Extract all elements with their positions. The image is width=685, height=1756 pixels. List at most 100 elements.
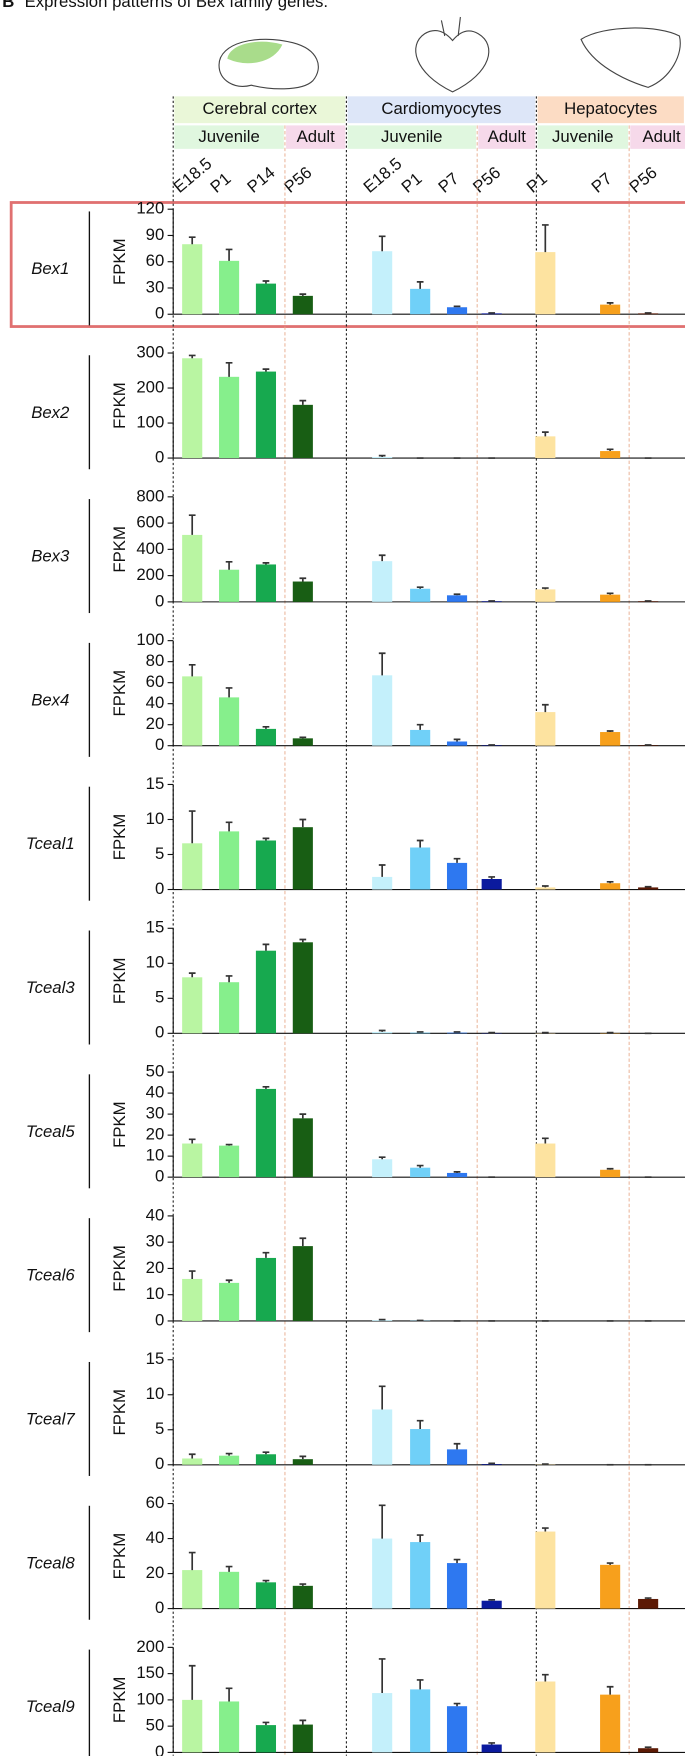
- stage-label: Juvenile: [198, 127, 259, 146]
- timepoint-label: E18.5: [360, 154, 406, 197]
- error-bar: [225, 1143, 233, 1146]
- y-axis-label: FPKM: [110, 670, 129, 717]
- error-bar: [299, 1113, 307, 1119]
- error-bar: [416, 1534, 424, 1543]
- gene-name: Bex4: [31, 690, 69, 709]
- error-bar: [378, 652, 386, 676]
- y-tick-label: 10: [146, 1384, 165, 1403]
- error-bar: [188, 1270, 196, 1279]
- bar: [372, 1538, 393, 1609]
- y-tick-label: 0: [155, 879, 164, 898]
- timepoint-label: P14: [244, 163, 279, 197]
- error-bar: [225, 560, 233, 570]
- error-bar: [488, 1599, 496, 1601]
- error-bar: [378, 1029, 386, 1032]
- y-tick-label: 120: [136, 199, 164, 218]
- error-bar: [225, 687, 233, 698]
- y-tick-label: 150: [136, 1663, 164, 1682]
- bar: [481, 1464, 502, 1465]
- bar: [638, 313, 659, 315]
- bar: [255, 1454, 277, 1465]
- bar: [182, 676, 203, 746]
- error-bar: [541, 587, 549, 590]
- error-bar: [606, 302, 614, 305]
- bar: [292, 1459, 313, 1465]
- bar: [182, 244, 203, 315]
- error-bar: [606, 880, 614, 884]
- bar: [372, 1320, 393, 1321]
- error-bar: [299, 399, 307, 405]
- error-bar: [262, 1085, 270, 1089]
- error-bar: [378, 554, 386, 562]
- bar: [372, 1693, 393, 1753]
- error-bar: [416, 586, 424, 589]
- error-bar: [644, 1597, 652, 1599]
- stage-label: Juvenile: [381, 127, 442, 146]
- bar: [410, 1167, 431, 1178]
- bar: [638, 1598, 659, 1609]
- error-bar: [262, 368, 270, 372]
- timepoint-label: P7: [588, 169, 616, 197]
- error-bar: [606, 730, 614, 733]
- tissue-box: [537, 96, 684, 124]
- error-bar: [378, 1156, 386, 1160]
- bar: [446, 1706, 468, 1753]
- error-bar: [262, 725, 270, 729]
- error-bar: [541, 1137, 549, 1144]
- bar: [292, 404, 313, 459]
- bar: [255, 283, 277, 315]
- y-tick-label: 30: [146, 1232, 165, 1251]
- error-bar: [188, 663, 196, 677]
- error-bar: [606, 1167, 614, 1170]
- y-tick-label: 10: [146, 1146, 165, 1165]
- brain-icon: [218, 38, 319, 90]
- panel: Bex4 FPKM 0 20 40 60 80 100: [31, 630, 685, 757]
- bar: [219, 376, 240, 459]
- bar: [219, 697, 240, 746]
- error-bar: [188, 1664, 196, 1700]
- bar: [219, 260, 240, 315]
- error-bar: [188, 1551, 196, 1571]
- bar: [410, 1542, 431, 1609]
- bar: [446, 1172, 468, 1178]
- bar: [446, 307, 468, 315]
- y-tick-label: 90: [146, 225, 165, 244]
- error-bar: [225, 1452, 233, 1456]
- error-bar: [378, 454, 386, 458]
- gene-name: Tceal5: [26, 1122, 75, 1141]
- bar: [182, 843, 203, 890]
- y-tick-label: 0: [155, 447, 164, 466]
- error-bar: [453, 1702, 461, 1707]
- bar: [182, 1278, 203, 1321]
- bar: [535, 1681, 556, 1753]
- bar: [535, 1143, 556, 1178]
- tissue-label: Hepatocytes: [564, 99, 657, 118]
- gene-name: Bex1: [31, 259, 69, 278]
- y-axis-label: FPKM: [110, 238, 129, 285]
- bar: [481, 313, 502, 315]
- error-bar: [225, 1279, 233, 1283]
- error-bar: [225, 821, 233, 832]
- bar: [535, 887, 556, 890]
- panel: Tceal5 FPKM 0 10 20 30 40 50: [26, 1062, 685, 1189]
- error-bar: [378, 1504, 386, 1539]
- y-tick-label: 0: [155, 304, 164, 323]
- bar: [446, 595, 468, 602]
- y-axis-label: FPKM: [110, 814, 129, 861]
- figure-label: B: [2, 0, 14, 11]
- error-bar: [225, 248, 233, 261]
- bar: [638, 1748, 659, 1753]
- error-bar: [188, 354, 196, 359]
- error-bar: [262, 943, 270, 951]
- bar: [219, 1701, 240, 1753]
- bar: [372, 561, 393, 602]
- bar: [410, 588, 431, 602]
- bar: [292, 738, 313, 746]
- y-tick-label: 40: [146, 1205, 165, 1224]
- y-tick-label: 15: [146, 774, 165, 793]
- bar: [219, 1571, 240, 1609]
- y-tick-label: 5: [155, 1419, 164, 1438]
- y-tick-label: 100: [136, 412, 164, 431]
- y-tick-label: 15: [146, 1349, 165, 1368]
- y-tick-label: 200: [136, 377, 164, 396]
